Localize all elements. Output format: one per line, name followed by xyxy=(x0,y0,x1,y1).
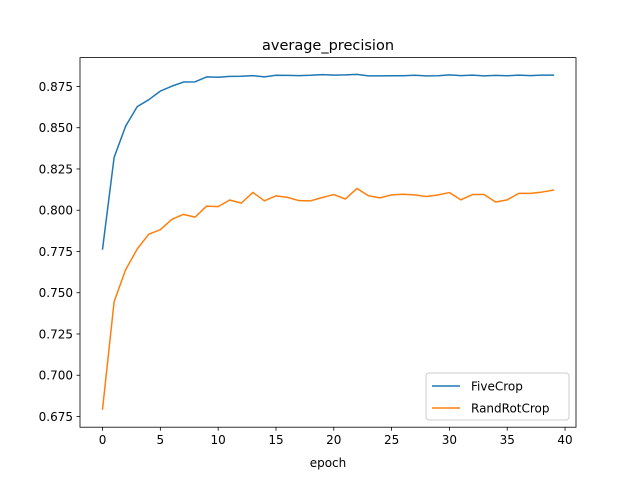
chart-title: average_precision xyxy=(262,38,394,54)
x-tick-label: 20 xyxy=(326,433,341,447)
y-tick-label: 0.850 xyxy=(39,121,73,135)
legend-box xyxy=(425,372,570,421)
series-line-fivecrop xyxy=(101,73,555,250)
legend-label-fivecrop: FiveCrop xyxy=(471,380,523,394)
x-tick-label: 40 xyxy=(557,433,572,447)
plot-area-frame xyxy=(79,57,577,428)
x-tick-label: 0 xyxy=(99,433,107,447)
x-tick-label: 35 xyxy=(500,433,515,447)
series-line-randrotcrop xyxy=(101,187,555,410)
y-axis-ticks: 0.675 0.700 0.725 0.750 0.775 0.800 0.825 0.850… xyxy=(39,80,80,424)
y-tick-label: 0.750 xyxy=(39,286,73,300)
x-axis-ticks: 0 5 10 15 20 25 30 35 40 xyxy=(99,427,573,447)
y-tick-label: 0.875 xyxy=(39,80,73,94)
y-tick-label: 0.700 xyxy=(39,369,73,383)
y-tick-label: 0.825 xyxy=(39,162,73,176)
legend-label-randrotcrop: RandRotCrop xyxy=(471,402,550,416)
y-tick-label: 0.775 xyxy=(39,245,73,259)
legend: FiveCrop RandRotCrop xyxy=(425,372,570,421)
x-tick-label: 15 xyxy=(268,433,283,447)
y-tick-label: 0.675 xyxy=(39,410,73,424)
x-tick-label: 30 xyxy=(442,433,457,447)
series-layer xyxy=(101,73,555,410)
x-tick-label: 25 xyxy=(384,433,399,447)
x-tick-label: 5 xyxy=(157,433,165,447)
y-tick-label: 0.725 xyxy=(39,327,73,341)
y-tick-label: 0.800 xyxy=(39,204,73,218)
x-tick-label: 10 xyxy=(211,433,226,447)
x-axis-label: epoch xyxy=(310,456,347,470)
